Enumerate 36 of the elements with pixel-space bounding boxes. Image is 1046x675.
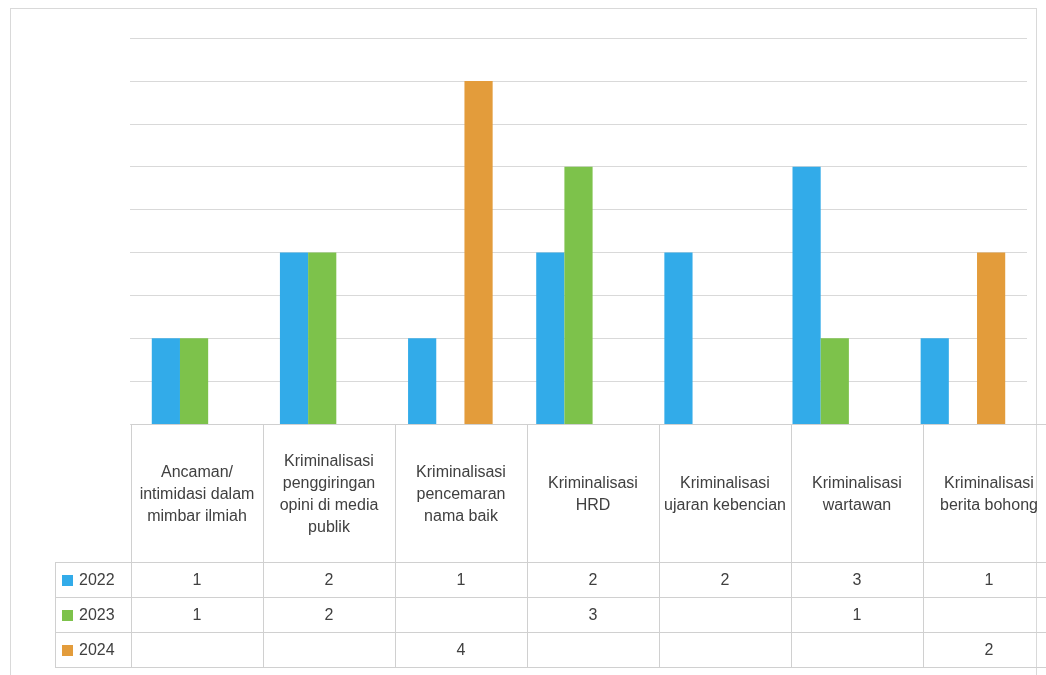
bar — [792, 166, 821, 424]
bar — [664, 252, 693, 424]
data-label: 1 — [395, 562, 527, 598]
data-label: 3 — [527, 597, 659, 633]
data-label: 2 — [263, 597, 395, 633]
bar — [536, 252, 565, 424]
bar — [464, 80, 493, 424]
bar — [308, 252, 337, 424]
legend-label: 2023 — [55, 597, 131, 633]
x-tick-label: Kriminalisasi ujaran kebencian — [659, 424, 791, 563]
x-tick-label: Kriminalisasi pencemaran nama baik — [395, 424, 527, 563]
x-tick-label: Kriminalisasi HRD — [527, 424, 659, 563]
bar — [820, 338, 849, 424]
x-tick-label: Ancaman/ intimidasi dalam mimbar ilmiah — [131, 424, 263, 563]
bar — [408, 338, 437, 424]
bar — [977, 252, 1006, 424]
x-tick-label: Kriminalisasi penggiringan opini di media publik — [263, 424, 395, 563]
data-label: 4 — [395, 632, 527, 668]
data-label: 1 — [131, 562, 263, 598]
legend-label: 2022 — [55, 562, 131, 598]
data-label: 2 — [527, 562, 659, 598]
bar — [179, 338, 209, 424]
legend-label: 2024 — [55, 632, 131, 668]
bar — [920, 338, 949, 424]
x-tick-label: Kriminalisasi wartawan — [791, 424, 923, 563]
bar — [564, 166, 593, 424]
bar — [151, 338, 180, 424]
data-label: 1 — [131, 597, 263, 633]
bar — [279, 252, 309, 424]
data-label: 2 — [923, 632, 1046, 668]
data-label: 3 — [791, 562, 923, 598]
x-tick-label: Kriminalisasi berita bohong — [923, 424, 1046, 563]
data-label: 1 — [791, 597, 923, 633]
data-label: 2 — [263, 562, 395, 598]
data-label: 2 — [659, 562, 791, 598]
data-label: 1 — [923, 562, 1046, 598]
